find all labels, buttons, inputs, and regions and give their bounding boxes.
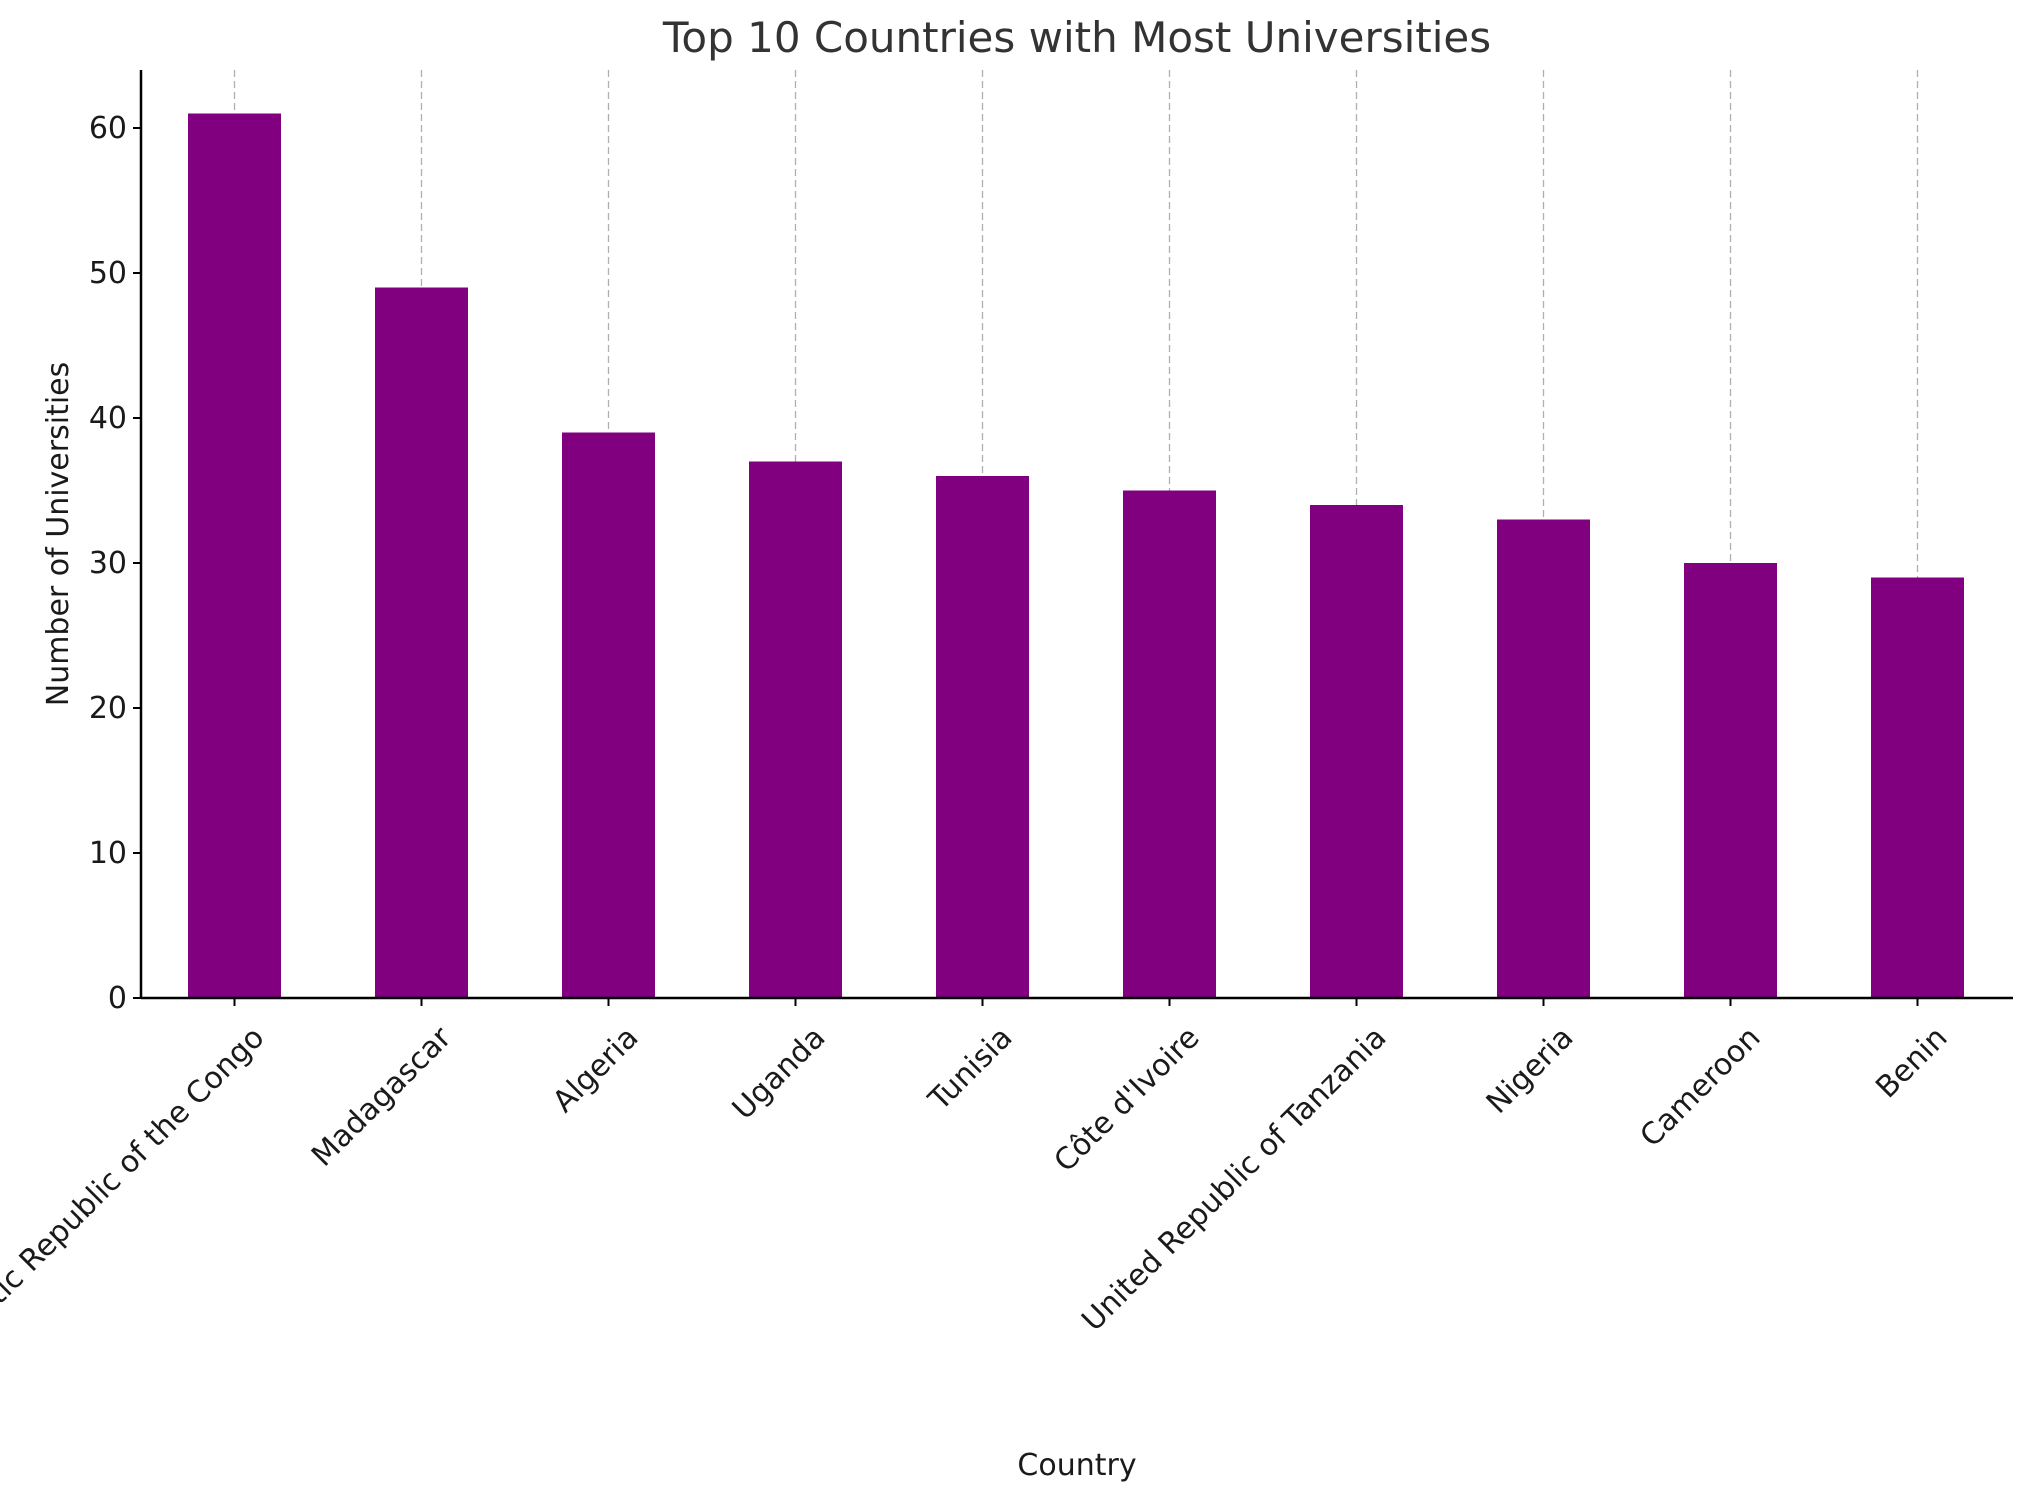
y-tick-label: 30 <box>89 546 127 581</box>
y-tick-label: 40 <box>89 401 127 436</box>
y-ticks: 0 10 20 30 40 50 60 <box>89 111 141 1016</box>
x-tick-label: Cameroon <box>1633 1020 1767 1154</box>
bar-nigeria <box>1497 519 1590 998</box>
axes <box>139 70 2013 1000</box>
grid-lines <box>233 70 1919 998</box>
bar-tunisia <box>936 476 1029 998</box>
bars <box>188 113 1964 998</box>
x-tick-label: Democratic Republic of the Congo <box>0 1020 271 1408</box>
x-tick-label: Uganda <box>726 1020 833 1127</box>
x-tick-label: Côte d'Ivoire <box>1047 1020 1206 1179</box>
bar-cameroon <box>1684 563 1777 998</box>
chart-title: Top 10 Countries with Most Universities <box>662 13 1491 62</box>
y-tick-label: 10 <box>89 836 127 871</box>
x-tick-label: Madagascar <box>305 1020 459 1174</box>
bar-c-te-d-ivoire <box>1123 490 1216 998</box>
x-tick-label: Tunisia <box>922 1020 1020 1118</box>
x-tick-label: United Republic of Tanzania <box>1075 1020 1393 1338</box>
x-axis-label: Country <box>1017 1448 1136 1483</box>
bar-algeria <box>562 432 655 998</box>
y-tick-label: 20 <box>89 691 127 726</box>
x-tick-label: Algeria <box>546 1020 645 1119</box>
x-tick-label: Benin <box>1869 1020 1954 1105</box>
bar-benin <box>1871 577 1964 998</box>
y-tick-label: 50 <box>89 256 127 291</box>
x-ticks: Democratic Republic of the Congo Madagasc… <box>0 998 1954 1408</box>
bar-democratic-republic-of-the-congo <box>188 113 281 998</box>
bar-madagascar <box>375 287 468 998</box>
x-tick-label: Nigeria <box>1480 1020 1581 1121</box>
y-tick-label: 0 <box>108 981 127 1016</box>
y-tick-label: 60 <box>89 111 127 146</box>
y-axis-label: Number of Universities <box>41 362 76 707</box>
bar-united-republic-of-tanzania <box>1310 505 1403 998</box>
bar-uganda <box>749 461 842 998</box>
